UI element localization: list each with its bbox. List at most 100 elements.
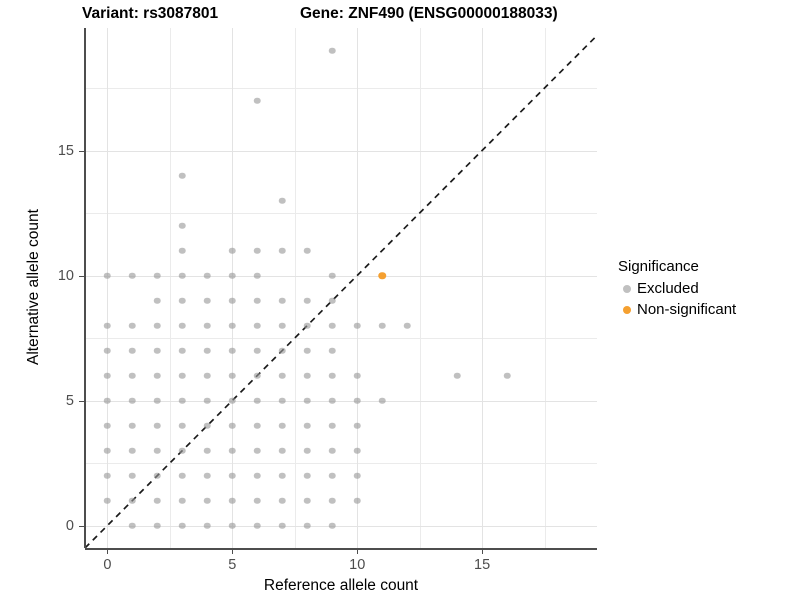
data-point-excluded bbox=[129, 472, 136, 479]
data-point-excluded bbox=[204, 272, 211, 279]
data-point-excluded bbox=[154, 497, 161, 504]
legend: Significance Excluded Non-significant bbox=[618, 258, 736, 320]
legend-title: Significance bbox=[618, 258, 699, 275]
data-point-excluded bbox=[204, 372, 211, 379]
data-point-excluded bbox=[304, 322, 311, 329]
data-point-excluded bbox=[353, 372, 361, 379]
data-point-excluded bbox=[254, 422, 261, 429]
data-point-excluded bbox=[129, 372, 136, 379]
data-point-excluded bbox=[279, 397, 286, 404]
data-point-excluded bbox=[304, 372, 311, 379]
gridline-y-5 bbox=[85, 400, 597, 402]
data-point-excluded bbox=[503, 372, 511, 379]
data-point-excluded bbox=[154, 372, 161, 379]
legend-items: Excluded Non-significant bbox=[618, 278, 736, 320]
data-point-excluded bbox=[179, 222, 186, 229]
x-tick-mark-5 bbox=[232, 549, 234, 554]
gridline-x-7.5 bbox=[294, 28, 296, 548]
data-point-excluded bbox=[329, 472, 336, 479]
data-point-excluded bbox=[353, 497, 361, 504]
data-point-excluded bbox=[353, 472, 361, 479]
gridline-y-17.5 bbox=[85, 88, 597, 89]
data-point-excluded bbox=[229, 497, 236, 504]
y-tick-label-10: 10 bbox=[57, 267, 74, 284]
x-tick-mark-0 bbox=[107, 549, 109, 554]
y-axis-line bbox=[84, 28, 86, 548]
data-point-excluded bbox=[353, 397, 361, 404]
data-point-excluded bbox=[229, 522, 236, 529]
y-tick-mark-5 bbox=[79, 400, 84, 402]
data-point-excluded bbox=[254, 472, 261, 479]
data-point-excluded bbox=[179, 347, 186, 354]
data-point-excluded bbox=[204, 472, 211, 479]
data-point-excluded bbox=[179, 472, 186, 479]
data-point-excluded bbox=[229, 397, 236, 404]
data-point-excluded bbox=[279, 347, 286, 354]
data-point-excluded bbox=[104, 422, 111, 429]
variant-title: Variant: rs3087801 bbox=[82, 5, 219, 22]
x-tick-label-10: 10 bbox=[349, 557, 366, 573]
data-point-excluded bbox=[254, 247, 261, 254]
data-point-excluded bbox=[179, 322, 186, 329]
data-point-excluded bbox=[229, 447, 236, 454]
data-point-excluded bbox=[329, 272, 336, 279]
data-point-excluded bbox=[104, 372, 111, 379]
data-point-excluded bbox=[229, 422, 236, 429]
data-point-excluded bbox=[229, 372, 236, 379]
gridline-x-15 bbox=[482, 28, 484, 548]
y-tick-mark-15 bbox=[79, 150, 84, 152]
data-point-excluded bbox=[329, 447, 336, 454]
data-point-excluded bbox=[279, 247, 286, 254]
data-point-excluded bbox=[279, 372, 286, 379]
gene-title: Gene: ZNF490 (ENSG00000188033) bbox=[300, 5, 558, 22]
data-point-excluded bbox=[353, 322, 361, 329]
data-point-excluded bbox=[204, 447, 211, 454]
data-point-excluded bbox=[204, 297, 211, 304]
data-point-excluded bbox=[129, 422, 136, 429]
data-point-excluded bbox=[179, 272, 186, 279]
x-axis-line bbox=[85, 548, 597, 550]
data-point-excluded bbox=[329, 347, 336, 354]
data-point-excluded bbox=[353, 422, 361, 429]
data-point-excluded bbox=[329, 397, 336, 404]
gridline-x-10 bbox=[357, 28, 359, 548]
data-point-excluded bbox=[329, 47, 336, 54]
legend-item-excluded[interactable]: Excluded bbox=[618, 278, 736, 299]
data-point-excluded bbox=[179, 297, 186, 304]
data-point-excluded bbox=[254, 522, 261, 529]
data-point-excluded bbox=[304, 422, 311, 429]
data-point-excluded bbox=[304, 447, 311, 454]
data-point-excluded bbox=[204, 322, 211, 329]
gridline-y-7.5 bbox=[85, 338, 597, 339]
chart-title-row: Variant: rs3087801 Gene: ZNF490 (ENSG000… bbox=[0, 0, 800, 30]
data-point-excluded bbox=[254, 97, 261, 104]
data-point-excluded bbox=[329, 372, 336, 379]
y-tick-label-5: 5 bbox=[65, 392, 74, 409]
data-point-excluded bbox=[279, 497, 286, 504]
data-point-excluded bbox=[179, 447, 186, 454]
data-point-excluded bbox=[279, 322, 286, 329]
legend-dot-icon bbox=[622, 305, 631, 314]
data-point-excluded bbox=[353, 447, 361, 454]
data-point-excluded bbox=[279, 447, 286, 454]
legend-item-non-significant[interactable]: Non-significant bbox=[618, 299, 736, 320]
data-point-excluded bbox=[129, 272, 136, 279]
gridline-x-2.5 bbox=[169, 28, 171, 548]
data-point-excluded bbox=[229, 347, 236, 354]
legend-item-label: Non-significant bbox=[637, 301, 737, 318]
data-point-excluded bbox=[179, 397, 186, 404]
data-point-excluded bbox=[453, 372, 461, 379]
plot-panel bbox=[85, 28, 597, 548]
gridline-x-17.5 bbox=[544, 28, 546, 548]
y-tick-label-0: 0 bbox=[65, 517, 74, 534]
data-point-excluded bbox=[378, 322, 386, 329]
data-point-excluded bbox=[179, 422, 186, 429]
data-point-excluded bbox=[403, 322, 411, 329]
data-point-excluded bbox=[104, 272, 111, 279]
data-point-excluded bbox=[129, 347, 136, 354]
data-point-excluded bbox=[179, 172, 186, 179]
data-point-excluded bbox=[179, 247, 186, 254]
data-point-excluded bbox=[154, 522, 161, 529]
y-axis-label: Alternative allele count bbox=[25, 209, 42, 365]
data-point-excluded bbox=[179, 522, 186, 529]
